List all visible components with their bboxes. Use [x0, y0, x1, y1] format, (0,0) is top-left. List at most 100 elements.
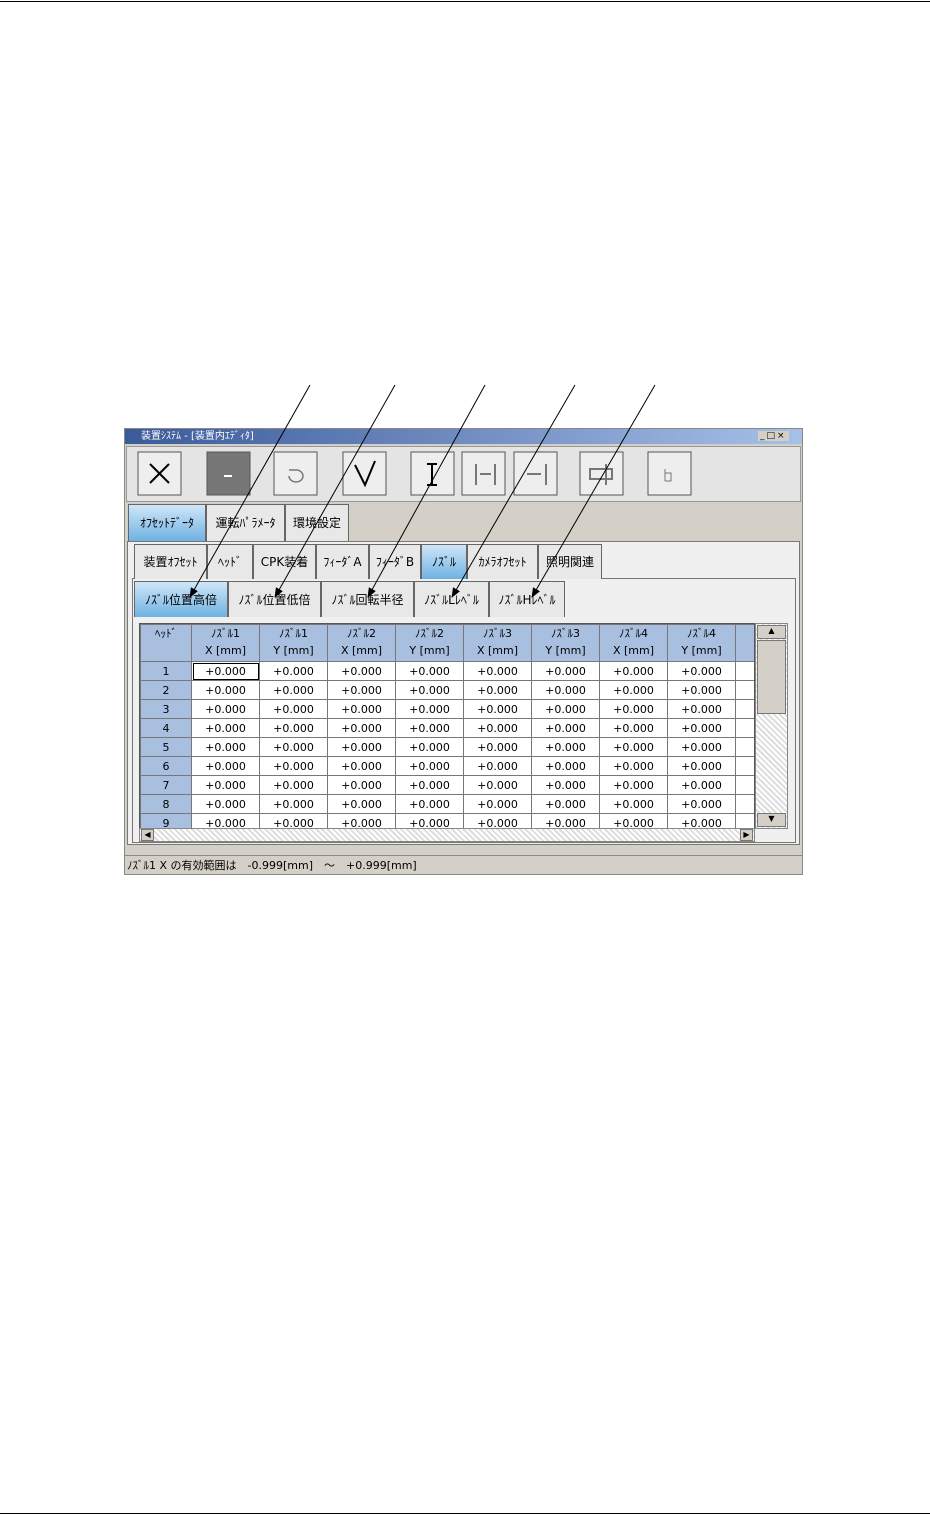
- tab[interactable]: ﾍｯﾄﾞ: [207, 544, 253, 579]
- camera-button[interactable]: [579, 451, 624, 496]
- cell[interactable]: +0.000: [327, 718, 396, 738]
- cell[interactable]: +0.000: [599, 718, 668, 738]
- cell[interactable]: +0.000: [259, 775, 328, 795]
- cell[interactable]: +0.000: [531, 718, 600, 738]
- tab[interactable]: ｵﾌｾｯﾄﾃﾞｰﾀ: [128, 504, 206, 541]
- cell[interactable]: +0.000: [259, 680, 328, 700]
- row-index: 1: [140, 661, 192, 681]
- v-scrollbar[interactable]: ▲ ▼: [755, 623, 788, 829]
- row-index: 8: [140, 794, 192, 814]
- column-header: ﾉｽﾞﾙ4 Y [mm]: [667, 624, 736, 662]
- cell[interactable]: +0.000: [463, 699, 532, 719]
- cell[interactable]: +0.000: [327, 794, 396, 814]
- column-unit: Y [mm]: [273, 644, 314, 657]
- cell[interactable]: +0.000: [395, 718, 464, 738]
- cell[interactable]: +0.000: [191, 794, 260, 814]
- tab[interactable]: ｶﾒﾗｵﾌｾｯﾄ: [467, 544, 538, 579]
- cell[interactable]: +0.000: [463, 775, 532, 795]
- cell[interactable]: +0.000: [395, 775, 464, 795]
- cell[interactable]: +0.000: [191, 737, 260, 757]
- undo-button[interactable]: [273, 451, 318, 496]
- cell[interactable]: +0.000: [599, 775, 668, 795]
- check-button[interactable]: [342, 451, 387, 496]
- cell[interactable]: +0.000: [667, 718, 736, 738]
- tab[interactable]: ﾉｽﾞﾙ回転半径: [321, 581, 414, 617]
- cell[interactable]: +0.000: [395, 737, 464, 757]
- cell[interactable]: +0.000: [395, 699, 464, 719]
- tab[interactable]: ﾌｨｰﾀﾞA: [316, 544, 369, 579]
- column-unit: X [mm]: [476, 644, 519, 657]
- cell[interactable]: +0.000: [599, 661, 668, 681]
- cell[interactable]: +0.000: [531, 756, 600, 776]
- cell[interactable]: +0.000: [531, 775, 600, 795]
- cell[interactable]: +0.000: [667, 794, 736, 814]
- cell[interactable]: +0.000: [395, 794, 464, 814]
- cell[interactable]: +0.000: [191, 718, 260, 738]
- cell[interactable]: +0.000: [259, 756, 328, 776]
- cell[interactable]: +0.000: [667, 756, 736, 776]
- cell[interactable]: +0.000: [463, 756, 532, 776]
- cell[interactable]: +0.000: [531, 699, 600, 719]
- window-controls[interactable]: _□×: [758, 431, 789, 441]
- minus-button[interactable]: [206, 451, 251, 496]
- cell[interactable]: +0.000: [191, 756, 260, 776]
- cell[interactable]: +0.000: [463, 661, 532, 681]
- row-index: 2: [140, 680, 192, 700]
- cell[interactable]: +0.000: [463, 794, 532, 814]
- cell[interactable]: +0.000: [395, 756, 464, 776]
- cell[interactable]: +0.000: [327, 737, 396, 757]
- cell[interactable]: +0.000: [531, 794, 600, 814]
- cell[interactable]: +0.000: [599, 699, 668, 719]
- cell[interactable]: +0.000: [531, 661, 600, 681]
- column-header: ﾉｽﾞﾙ3 Y [mm]: [531, 624, 600, 662]
- cell[interactable]: +0.000: [599, 813, 668, 828]
- cell[interactable]: +0.000: [191, 699, 260, 719]
- column-unit: Y [mm]: [409, 644, 450, 657]
- cell[interactable]: +0.000: [327, 680, 396, 700]
- cell[interactable]: +0.000: [599, 756, 668, 776]
- tab[interactable]: ﾌｨｰﾀﾞB: [369, 544, 421, 579]
- cell[interactable]: +0.000: [599, 794, 668, 814]
- h-scrollbar[interactable]: ◀ ▶: [139, 828, 755, 842]
- cell[interactable]: +0.000: [259, 794, 328, 814]
- cell[interactable]: +0.000: [327, 756, 396, 776]
- tab[interactable]: 運転ﾊﾟﾗﾒｰﾀ: [206, 504, 285, 541]
- cell[interactable]: +0.000: [463, 813, 532, 828]
- cell[interactable]: +0.000: [259, 813, 328, 828]
- cell[interactable]: +0.000: [259, 699, 328, 719]
- tab[interactable]: 照明関連: [538, 544, 602, 579]
- cell[interactable]: +0.000: [395, 813, 464, 828]
- cell[interactable]: +0.000: [327, 775, 396, 795]
- tab[interactable]: ﾉｽﾞﾙLﾚﾍﾞﾙ: [414, 581, 489, 617]
- cell[interactable]: +0.000: [259, 737, 328, 757]
- column-name: ﾉｽﾞﾙ3: [483, 627, 512, 640]
- cell[interactable]: +0.000: [191, 775, 260, 795]
- cell[interactable]: +0.000: [191, 813, 260, 828]
- cell[interactable]: +0.000: [599, 737, 668, 757]
- cell[interactable]: +0.000: [531, 813, 600, 828]
- cell[interactable]: +0.000: [327, 813, 396, 828]
- cell[interactable]: +0.000: [667, 661, 736, 681]
- tab[interactable]: ﾉｽﾞﾙHﾚﾍﾞﾙ: [489, 581, 565, 617]
- cell[interactable]: +0.000: [463, 680, 532, 700]
- tab[interactable]: 装置ｵﾌｾｯﾄ: [134, 544, 207, 579]
- cell[interactable]: +0.000: [667, 775, 736, 795]
- cell[interactable]: +0.000: [259, 718, 328, 738]
- data-grid: ﾍｯﾄﾞ ﾉｽﾞﾙ1 X [mm] ﾉｽﾞﾙ1 Y [mm] ﾉｽﾞﾙ2 X [mm] ﾉｽﾞ…: [139, 623, 755, 829]
- cell[interactable]: +0.000: [667, 813, 736, 828]
- header-row: ﾍｯﾄﾞ ﾉｽﾞﾙ1 X [mm] ﾉｽﾞﾙ1 Y [mm] ﾉｽﾞﾙ2 X [mm] ﾉｽﾞ…: [140, 624, 754, 662]
- tab[interactable]: ﾉｽﾞﾙ: [421, 544, 467, 579]
- cell[interactable]: +0.000: [463, 718, 532, 738]
- cell[interactable]: +0.000: [599, 680, 668, 700]
- cell[interactable]: +0.000: [667, 737, 736, 757]
- cell[interactable]: +0.000: [463, 737, 532, 757]
- cell[interactable]: +0.000: [327, 699, 396, 719]
- tab[interactable]: ﾉｽﾞﾙ位置低倍: [228, 581, 321, 617]
- cell[interactable]: +0.000: [531, 680, 600, 700]
- cell[interactable]: +0.000: [531, 737, 600, 757]
- cell[interactable]: +0.000: [667, 699, 736, 719]
- row-index: 7: [140, 775, 192, 795]
- tab[interactable]: ﾉｽﾞﾙ位置高倍: [134, 581, 228, 617]
- cell[interactable]: +0.000: [667, 680, 736, 700]
- row-index: 6: [140, 756, 192, 776]
